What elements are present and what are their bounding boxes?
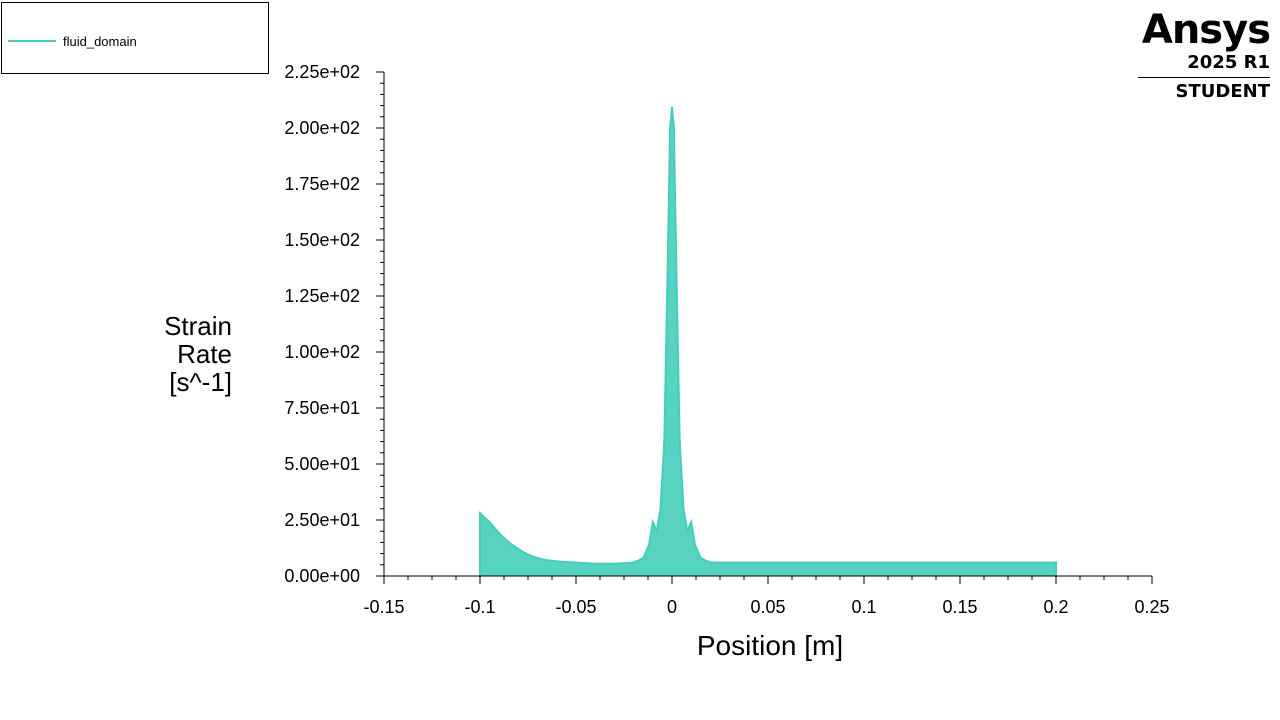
y-tick-label: 7.50e+01 [284, 398, 360, 418]
series-point [647, 543, 651, 546]
series-point [663, 440, 666, 443]
legend[interactable]: fluid_domain [1, 2, 269, 74]
y-axis-label-line: Strain [164, 311, 232, 341]
x-tick-label: 0.2 [1043, 597, 1068, 617]
series-point [478, 512, 482, 515]
y-axis-label-line: Rate [177, 339, 232, 369]
x-tick-label: -0.05 [555, 597, 596, 617]
series-point [668, 126, 672, 130]
y-tick-label: 2.50e+01 [284, 510, 360, 530]
series-area-fluid_domain [480, 107, 1056, 577]
series-point [517, 547, 520, 551]
series-point [709, 561, 712, 564]
y-axis-label-line: [s^-1] [169, 367, 232, 397]
y-tick-label: 5.00e+01 [284, 454, 360, 474]
x-tick-label: 0.05 [750, 597, 785, 617]
series-point [699, 556, 702, 560]
series-point [536, 556, 539, 560]
series-point [659, 507, 662, 510]
series-point [693, 543, 697, 546]
series-point [958, 561, 962, 564]
series-point [594, 562, 597, 565]
series-point [632, 561, 635, 564]
series-point [690, 521, 693, 524]
series-point [655, 530, 658, 533]
series-line-fluid_domain [479, 107, 1057, 576]
series-point [667, 238, 670, 242]
y-axis-label: Strain Rate [s^-1] [120, 312, 232, 396]
series-point [651, 521, 654, 524]
logo-divider [1138, 77, 1270, 78]
logo-brand: Ansys [1141, 7, 1271, 53]
y-tick-label: 1.75e+02 [284, 174, 360, 194]
axes [383, 72, 1152, 577]
x-axis-ticks: -0.15 -0.1 -0.05 0 0.05 0.1 0.15 0.2 0.25 [363, 576, 1170, 617]
legend-label-fluid-domain: fluid_domain [63, 34, 137, 49]
legend-swatch [8, 40, 56, 42]
series-point [574, 561, 578, 564]
series-point [498, 532, 501, 535]
series-point [674, 238, 677, 242]
series-point [642, 556, 645, 560]
x-tick-label: 0.1 [851, 597, 876, 617]
series-fill-layer [480, 107, 1056, 577]
series-point [672, 126, 676, 130]
y-tick-label: 2.25e+02 [284, 62, 360, 82]
logo-version: 2025 R1 [1187, 52, 1270, 73]
ansys-logo: Ansys 2025 R1 STUDENT [1138, 7, 1271, 103]
x-axis-label: Position [m] [696, 630, 844, 661]
y-tick-label: 2.00e+02 [284, 118, 360, 138]
y-tick-label: 1.25e+02 [284, 286, 360, 306]
x-tick-label: 0 [667, 597, 677, 617]
series-point [862, 561, 866, 564]
series-point [488, 521, 491, 524]
series-point [507, 541, 510, 544]
x-tick-label: 0.25 [1134, 597, 1169, 617]
series-line-layer [478, 106, 1058, 578]
y-tick-label: 1.00e+02 [284, 342, 360, 362]
y-tick-label: 1.50e+02 [284, 230, 360, 250]
series-point [686, 530, 689, 533]
logo-edition: STUDENT [1175, 81, 1270, 102]
x-tick-label: -0.1 [464, 597, 495, 617]
series-point [670, 106, 674, 110]
series-point [766, 561, 770, 564]
y-axis-ticks: 0.00e+00 2.50e+01 5.00e+01 7.50e+01 1.00e+02… [284, 62, 384, 586]
series-point [613, 562, 616, 565]
series-point [678, 440, 681, 443]
series-point [555, 560, 558, 563]
x-tick-label: -0.15 [363, 597, 404, 617]
series-point [546, 559, 549, 562]
y-tick-label: 0.00e+00 [284, 566, 360, 586]
series-point [526, 553, 530, 556]
series-point [682, 507, 685, 510]
series-point [1054, 561, 1058, 564]
x-tick-label: 0.15 [942, 597, 977, 617]
